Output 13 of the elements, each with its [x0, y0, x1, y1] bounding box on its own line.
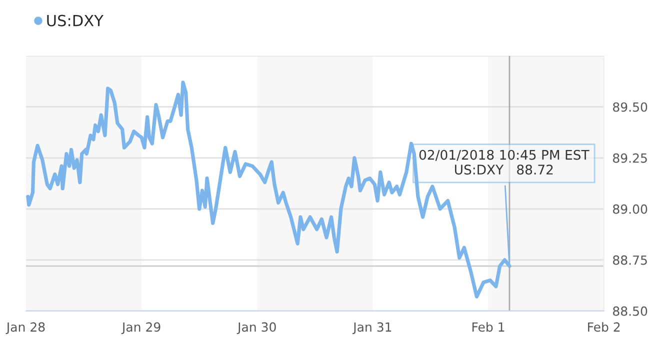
x-tick-label: Jan 30 [236, 322, 276, 334]
legend-label: US:DXY [47, 14, 104, 26]
y-tick-label: 88.75 [613, 255, 647, 265]
x-tick-label: Jan 31 [352, 322, 392, 334]
text: 88.50 [613, 306, 648, 316]
y-tick-label: 89.25 [613, 153, 647, 163]
x-tick-label: Jan 29 [121, 322, 160, 334]
text: 89.00 [613, 204, 648, 214]
x-tick-label: Jan 28 [6, 322, 45, 334]
x-tick-label: Feb 2 [588, 322, 620, 332]
annotation: 02/01/2018 10:45 PM EST US:DXY 88.72 [419, 150, 590, 175]
x-tick-label: Feb 1 [472, 322, 504, 332]
text: 89.50 [613, 102, 648, 112]
